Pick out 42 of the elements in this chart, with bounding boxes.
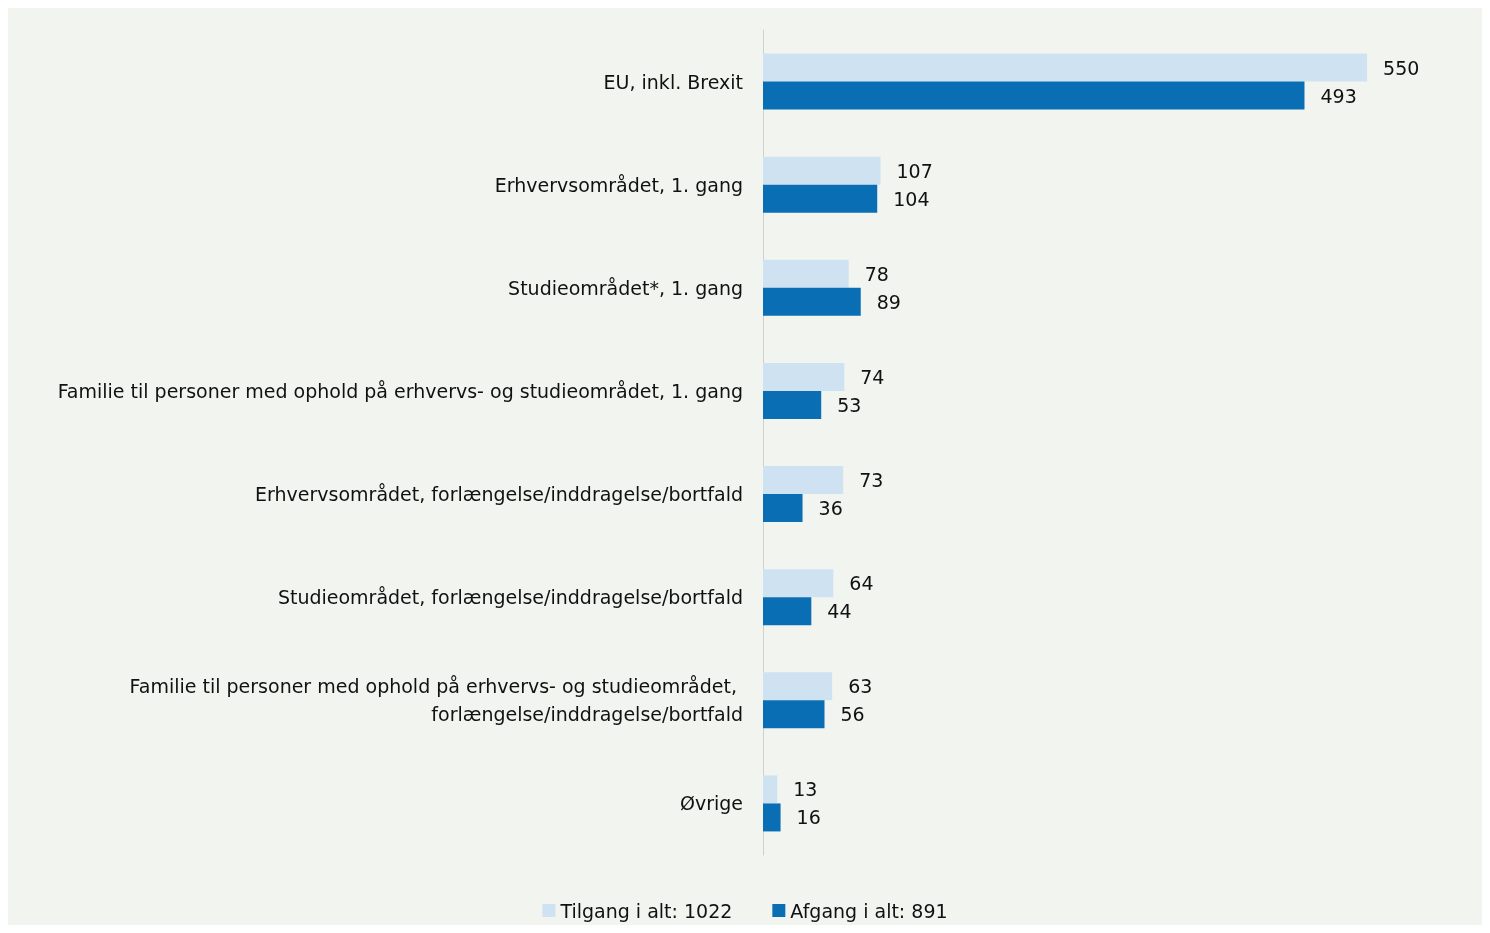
- data-label: 44: [827, 600, 852, 623]
- bar: [763, 672, 833, 701]
- bar: [763, 156, 881, 185]
- bar: [763, 81, 1305, 110]
- y-tick-label: Familie til personer med ophold på erhvervs- og studieområdet, 1. gang: [57, 379, 743, 402]
- y-tick-label: Erhvervsområdet, forlængelse/inddragelse/bortfald: [255, 483, 743, 506]
- data-label: 63: [848, 675, 873, 698]
- bar: [763, 53, 1368, 82]
- data-label: 64: [849, 572, 874, 595]
- y-tick-label: EU, inkl. Brexit: [603, 70, 743, 93]
- legend-label: Tilgang i alt: 1022: [559, 899, 733, 922]
- y-tick-label: Familie til personer med ophold på erhvervs- og studieområdet, forlængelse/inddragelse/bortfald: [129, 675, 743, 726]
- data-label: 36: [818, 497, 843, 520]
- data-label: 107: [896, 159, 933, 182]
- y-tick-label: Erhvervsområdet, 1. gang: [494, 173, 743, 196]
- data-label: 89: [876, 290, 901, 313]
- data-label: 56: [840, 703, 865, 726]
- bar: [763, 466, 844, 495]
- data-label: 104: [893, 187, 930, 210]
- data-label: 73: [859, 469, 884, 492]
- legend-label: Afgang i alt: 891: [790, 899, 948, 922]
- data-label: 53: [837, 393, 862, 416]
- data-label: 16: [796, 806, 821, 829]
- bar: [763, 803, 781, 832]
- data-label: 13: [793, 778, 818, 801]
- bar: [763, 390, 822, 419]
- data-label: 74: [860, 365, 885, 388]
- bar: [763, 184, 878, 213]
- bar: [763, 597, 812, 626]
- data-label: 78: [864, 262, 889, 285]
- bar: [763, 700, 825, 729]
- bar: [763, 362, 845, 391]
- bar: [763, 494, 803, 523]
- y-tick-label: Studieområdet, forlængelse/inddragelse/bortfald: [277, 586, 743, 609]
- bar: [763, 259, 849, 288]
- bar: [763, 775, 778, 804]
- y-tick-label: Øvrige: [679, 792, 743, 815]
- y-tick-label: Studieområdet*, 1. gang: [508, 276, 743, 299]
- data-label: 493: [1320, 84, 1357, 107]
- data-label: 550: [1383, 56, 1420, 79]
- bar: [763, 569, 834, 598]
- bar: [763, 287, 861, 316]
